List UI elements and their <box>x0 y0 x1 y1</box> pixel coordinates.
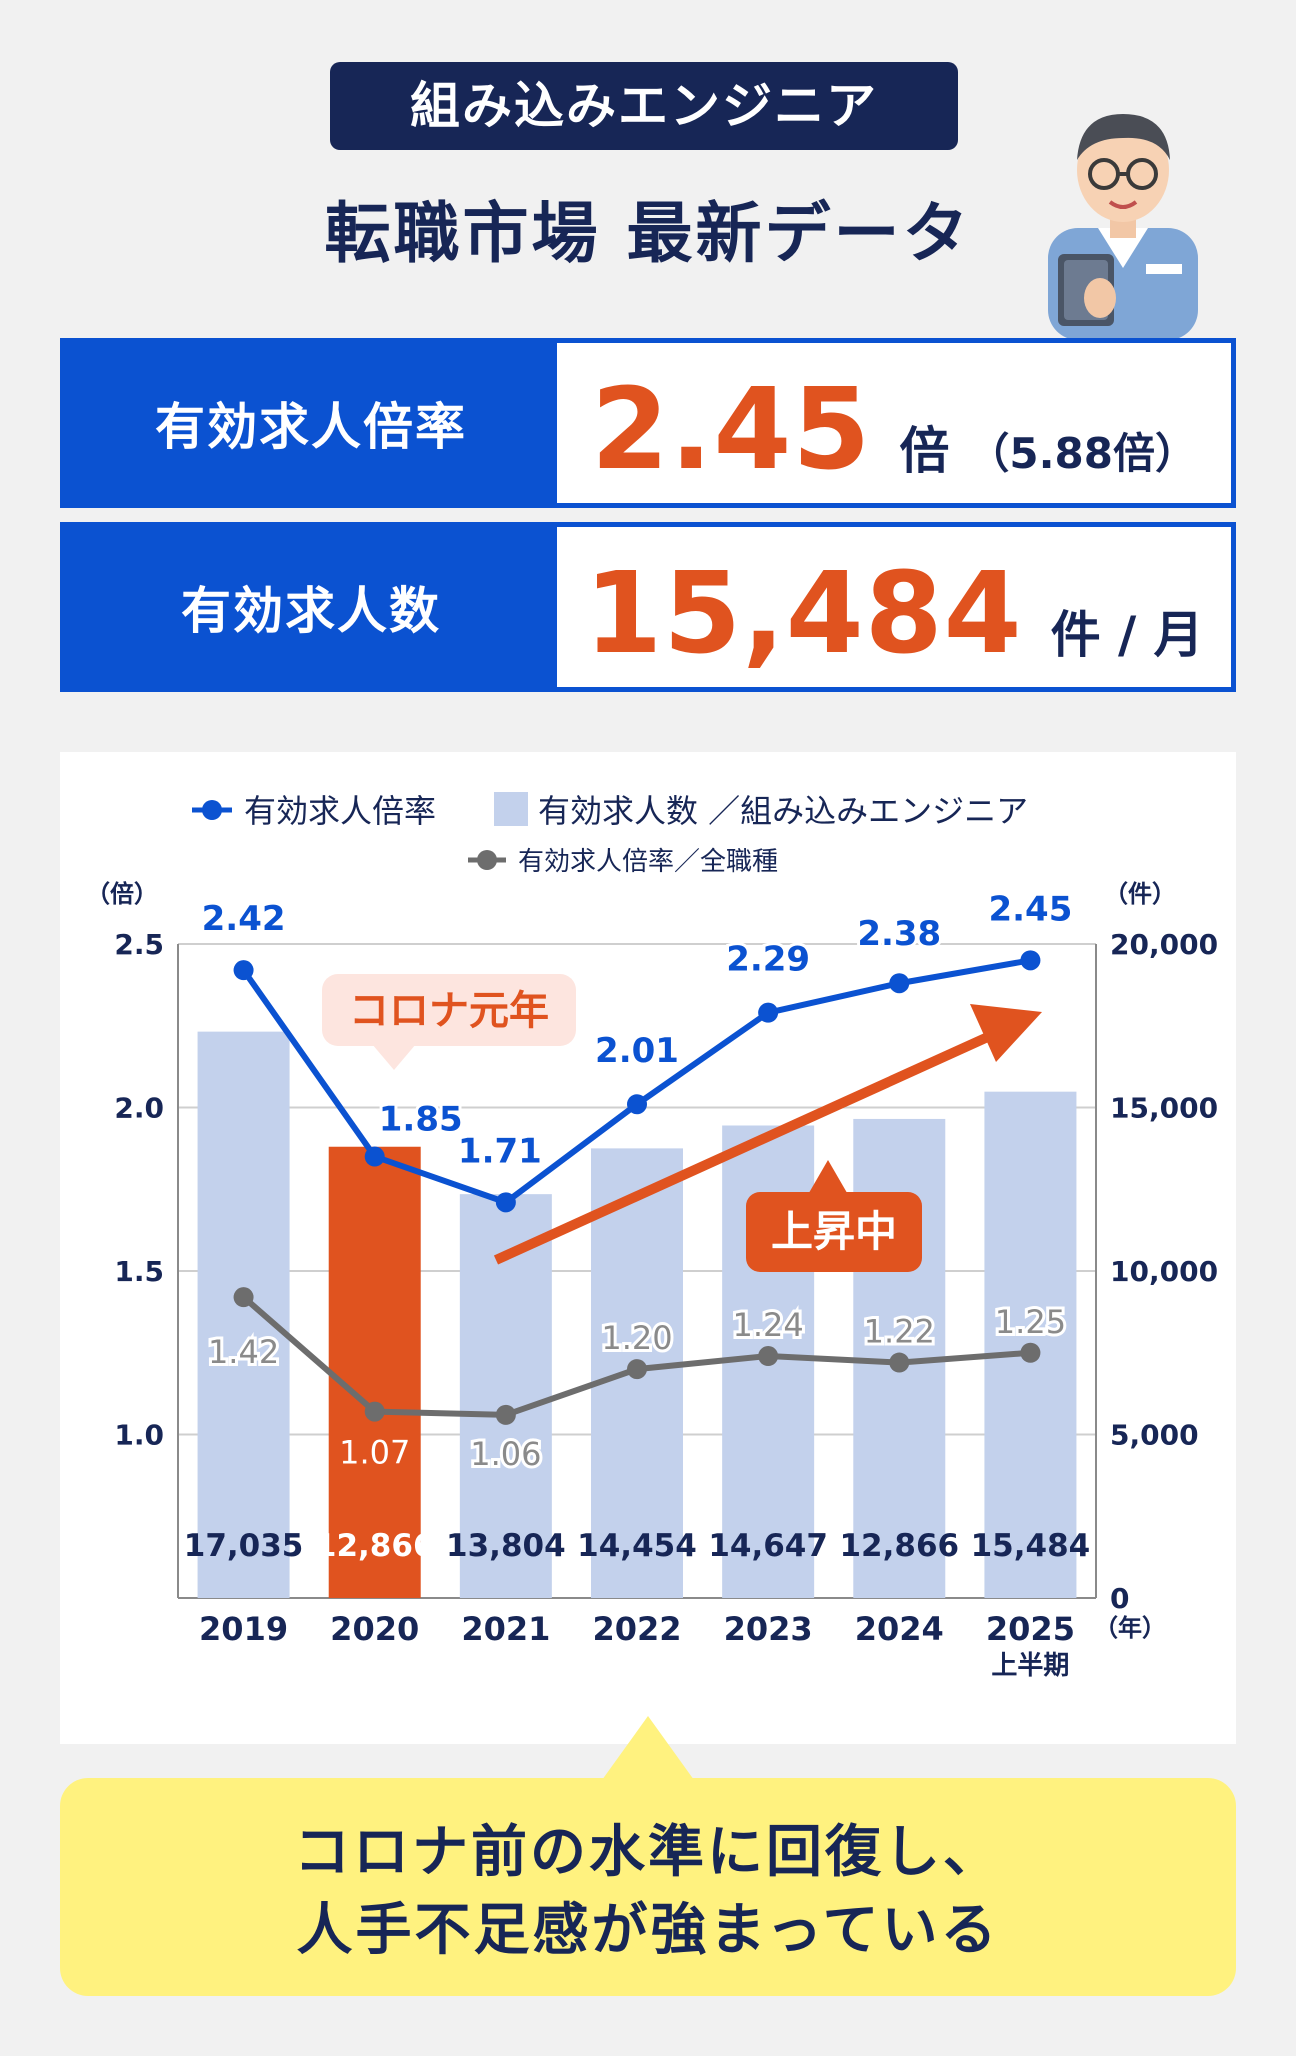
ratio-value-label: 2.38 <box>857 914 941 954</box>
all-jobs-ratio-point <box>889 1352 910 1373</box>
callout-text: コロナ前の水準に回復し、 人手不足感が強まっている <box>60 1814 1236 1970</box>
ratio-value-label: 2.42 <box>202 899 286 939</box>
left-axis-tick-label: 1.5 <box>114 1255 164 1288</box>
rising-arrow-shaft <box>493 1021 1015 1265</box>
ratio-value-label: 2.01 <box>595 1031 679 1071</box>
ratio-stat-row: 有効求人倍率 2.45 倍 （5.88倍） <box>60 338 1236 508</box>
all-jobs-ratio-label: 1.07 <box>339 1434 410 1472</box>
ratio-value-label: 2.29 <box>726 940 810 980</box>
openings-value: 15,484 <box>584 549 1023 679</box>
ratio-value-label: 1.71 <box>458 1131 542 1171</box>
left-axis-unit: （倍） <box>86 880 158 908</box>
left-axis-tick-label: 2.5 <box>114 928 164 961</box>
ratio-value-box: 2.45 倍 （5.88倍） <box>557 343 1231 503</box>
legend-openings-label: 有効求人数 ／組み込みエンジニア <box>538 792 1028 830</box>
bar-value-label: 13,804 <box>446 1528 566 1564</box>
bar-value-label: 14,454 <box>577 1528 697 1564</box>
x-tick-label: 2023 <box>724 1610 813 1648</box>
left-axis-tick-label: 2.0 <box>114 1092 164 1125</box>
right-axis-tick-label: 0 <box>1110 1582 1129 1615</box>
chart-card: 2.5 2.0 1.5 1.0 20,000 15,000 10,000 5,000 0 （倍） （… <box>60 752 1236 1744</box>
ratio-value-label: 1.85 <box>379 1100 463 1140</box>
rising-arrow-head <box>970 1004 1042 1062</box>
bar-value-label: 12,866 <box>839 1528 959 1564</box>
engineer-illustration <box>1048 114 1198 340</box>
x-tick-label: 2020 <box>330 1610 419 1648</box>
all-jobs-ratio-point <box>364 1401 385 1422</box>
callout-tail <box>602 1716 694 1780</box>
all-jobs-ratio-label: 1.24 <box>733 1306 804 1344</box>
ratio-point <box>495 1192 516 1213</box>
right-axis-tick-label: 15,000 <box>1110 1092 1218 1125</box>
covid-callout-tail <box>372 1044 416 1070</box>
all-jobs-ratio-label: 1.20 <box>601 1319 672 1357</box>
bar-value-label: 17,035 <box>184 1528 304 1564</box>
all-jobs-ratio-point <box>627 1359 647 1380</box>
ratio-unit: 倍 <box>899 422 950 480</box>
all-jobs-ratio-point <box>758 1346 779 1367</box>
bar-value-label: 15,484 <box>971 1528 1091 1564</box>
legend-all-label: 有効求人倍率／全職種 <box>518 847 778 877</box>
ratio-point <box>364 1146 385 1167</box>
right-axis-tick-label: 20,000 <box>1110 928 1218 961</box>
bar-2020 <box>328 1146 421 1598</box>
ratio-value: 2.45 <box>591 365 872 495</box>
callout-line-1: コロナ前の水準に回復し、 <box>294 1820 1002 1885</box>
ratio-point <box>889 973 910 994</box>
all-jobs-ratio-point <box>233 1287 254 1308</box>
page-title: 転職市場 最新データ <box>324 195 972 272</box>
legend-openings-swatch <box>494 792 528 826</box>
all-jobs-ratio-label: 1.25 <box>995 1303 1066 1341</box>
callout-line-2: 人手不足感が強まっている <box>296 1898 1000 1963</box>
legend-ratio-label: 有効求人倍率 <box>244 792 436 830</box>
legend-all-marker <box>477 850 497 870</box>
rising-label-box <box>746 1192 922 1272</box>
rising-label-text: 上昇中 <box>771 1207 897 1256</box>
rising-label-tail <box>806 1160 850 1198</box>
summary-callout: コロナ前の水準に回復し、 人手不足感が強まっている <box>60 1778 1236 1996</box>
x-tick-label: 2024 <box>855 1610 944 1648</box>
bar-value-label: 12,866 <box>315 1528 435 1564</box>
ratio-value-label: 2.45 <box>988 889 1072 929</box>
x-tick-label: 2021 <box>461 1610 550 1648</box>
right-axis-tick-label: 5,000 <box>1110 1419 1199 1452</box>
openings-unit: 件 / 月 <box>1050 606 1204 664</box>
bar-2021 <box>459 1194 552 1598</box>
ratio-point <box>627 1094 647 1115</box>
all-jobs-ratio-point <box>495 1404 516 1425</box>
legend-ratio-marker <box>202 800 222 820</box>
covid-callout-text: コロナ元年 <box>349 988 549 1034</box>
ratio-point <box>1020 950 1041 971</box>
x-tick-label: 2019 <box>199 1610 288 1648</box>
ratio-point <box>233 960 254 981</box>
all-jobs-ratio-point <box>1020 1342 1041 1363</box>
bar-2019 <box>197 1031 290 1598</box>
combo-chart: 2.5 2.0 1.5 1.0 20,000 15,000 10,000 5,000 0 （倍） （… <box>86 792 1218 1681</box>
x-axis-unit: （年） <box>1094 1614 1166 1642</box>
bar-value-label: 14,647 <box>708 1528 828 1564</box>
left-axis-tick-label: 1.0 <box>114 1419 164 1452</box>
x-tick-label: 2022 <box>592 1610 681 1648</box>
ratio-all-jobs-value: （5.88倍） <box>967 429 1197 478</box>
right-axis-unit: （件） <box>1104 880 1176 908</box>
x-tick-sublabel: 上半期 <box>991 1651 1069 1681</box>
covid-callout-bubble <box>322 974 576 1046</box>
all-jobs-ratio-label: 1.22 <box>864 1313 935 1351</box>
all-jobs-ratio-label: 1.06 <box>470 1435 541 1473</box>
all-jobs-ratio-label: 1.42 <box>208 1333 279 1371</box>
ratio-point <box>758 1002 779 1023</box>
openings-label: 有効求人数 <box>65 527 557 687</box>
openings-stat-row: 有効求人数 15,484 件 / 月 <box>60 522 1236 692</box>
openings-value-box: 15,484 件 / 月 <box>557 527 1231 687</box>
ratio-label: 有効求人倍率 <box>65 343 557 503</box>
right-axis-tick-label: 10,000 <box>1110 1255 1218 1288</box>
x-tick-label: 2025 <box>986 1610 1075 1648</box>
category-badge: 組み込みエンジニア <box>330 62 958 150</box>
